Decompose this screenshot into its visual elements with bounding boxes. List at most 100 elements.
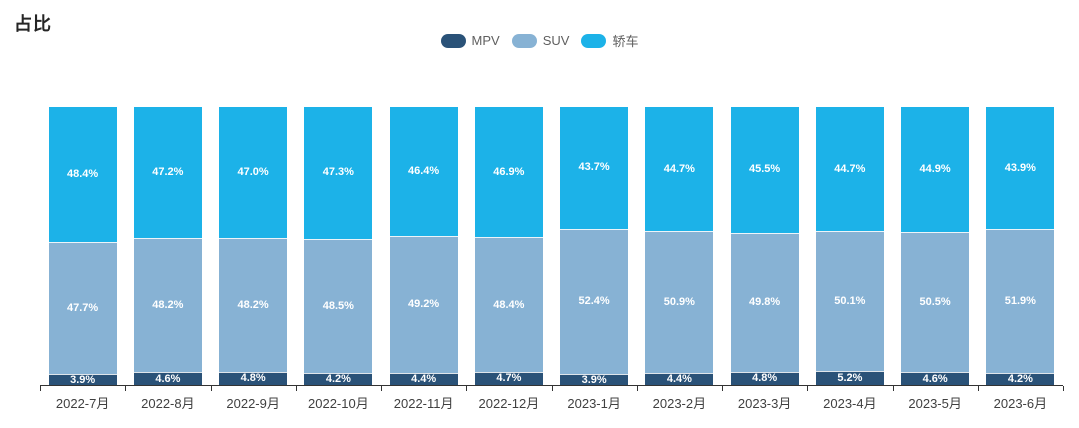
bar-segment-label: 3.9% — [70, 373, 96, 386]
axis-tick — [636, 386, 638, 391]
bar-slot: 46.9% 48.4% 4.7% — [466, 107, 551, 385]
x-axis-label: 2023-3月 — [737, 396, 792, 411]
bar-segment-label: 4.6% — [155, 372, 181, 385]
bar-column-2022-8月[interactable]: 47.2% 48.2% 4.6% — [133, 107, 202, 385]
bar-segment-label: 4.8% — [240, 372, 266, 385]
bar-segment-label: 3.9% — [581, 373, 607, 386]
bar-segment-SUV[interactable]: 48.2% — [219, 237, 288, 372]
x-axis-label: 2022-9月 — [226, 396, 280, 411]
x-axis-label: 2023-1月 — [567, 396, 621, 411]
bar-slot: 43.7% 52.4% 3.9% — [552, 107, 637, 385]
bar-segment-label: 48.2% — [237, 298, 269, 311]
bar-segment-SUV[interactable]: 48.2% — [133, 238, 202, 373]
bar-column-2023-6月[interactable]: 43.9% 51.9% 4.2% — [986, 107, 1055, 386]
legend-label-suv: SUV — [542, 33, 570, 48]
axis-tick — [381, 386, 382, 391]
bar-segment-MPV[interactable]: 4.4% — [389, 372, 458, 385]
bar-segment-MPV[interactable]: 5.2% — [815, 370, 884, 385]
bar-segment-轿车[interactable]: 48.4% — [48, 107, 117, 242]
bar-column-2022-7月[interactable]: 48.4% 47.7% 3.9% — [48, 107, 117, 386]
bar-column-2022-9月[interactable]: 47.0% 48.2% 4.8% — [219, 107, 288, 385]
bar-column-2022-12月[interactable]: 46.9% 48.4% 4.7% — [474, 107, 543, 385]
bar-segment-SUV[interactable]: 48.5% — [304, 238, 373, 374]
bar-slot: 44.9% 50.5% 4.6% — [893, 107, 978, 385]
bar-segment-轿车[interactable]: 46.9% — [474, 107, 543, 238]
x-axis-label: 2022-12月 — [478, 396, 540, 411]
bar-segment-SUV[interactable]: 49.8% — [730, 233, 799, 372]
bar-segment-SUV[interactable]: 47.7% — [48, 241, 117, 375]
x-axis-labels: 2022-7月 2022-8月 2022-9月 2022-10月 2022-11月 202… — [40, 393, 1063, 412]
bar-segment-轿车[interactable]: 43.7% — [560, 107, 629, 229]
legend-swatch-suv-icon — [511, 33, 537, 48]
bar-segment-轿车[interactable]: 47.2% — [133, 107, 202, 239]
bar-segment-label: 48.4% — [493, 298, 525, 311]
bar-segment-label: 44.9% — [919, 162, 951, 175]
x-axis-label: 2023-6月 — [993, 396, 1048, 411]
bar-column-2022-10月[interactable]: 47.3% 48.5% 4.2% — [304, 107, 373, 385]
bar-segment-轿车[interactable]: 47.0% — [219, 107, 288, 238]
bar-segment-label: 48.5% — [322, 299, 354, 312]
legend-item-mpv[interactable]: MPV — [440, 33, 500, 48]
bar-segment-MPV[interactable]: 4.6% — [901, 372, 970, 385]
bar-segment-SUV[interactable]: 48.4% — [474, 237, 543, 372]
bar-segment-label: 48.4% — [67, 167, 99, 180]
bar-segment-label: 4.7% — [496, 372, 522, 385]
bar-segment-轿车[interactable]: 44.7% — [815, 107, 884, 232]
bar-segment-轿车[interactable]: 45.5% — [730, 106, 799, 234]
bar-segment-label: 51.9% — [1004, 295, 1036, 308]
legend-swatch-mpv-icon — [440, 33, 466, 48]
bar-segment-MPV[interactable]: 3.9% — [48, 373, 117, 386]
bar-column-2023-4月[interactable]: 44.7% 50.1% 5.2% — [815, 107, 884, 385]
bar-slot: 43.9% 51.9% 4.2% — [978, 107, 1063, 385]
bar-column-2022-11月[interactable]: 46.4% 49.2% 4.4% — [389, 107, 458, 385]
bar-segment-label: 43.7% — [578, 161, 610, 174]
legend-item-suv[interactable]: SUV — [511, 33, 570, 48]
axis-tick — [977, 386, 979, 391]
bar-column-2023-1月[interactable]: 43.7% 52.4% 3.9% — [560, 107, 629, 386]
bar-slot: 45.5% 49.8% 4.8% — [722, 106, 807, 385]
bar-slot: 47.2% 48.2% 4.6% — [125, 107, 210, 385]
axis-tick — [125, 386, 127, 391]
axis-tick — [40, 386, 41, 391]
bar-segment-label: 4.4% — [411, 372, 437, 385]
bar-segment-SUV[interactable]: 50.5% — [901, 231, 970, 373]
bar-segment-label: 47.7% — [67, 301, 99, 314]
bar-slot: 46.4% 49.2% 4.4% — [381, 107, 466, 385]
bar-segment-轿车[interactable]: 43.9% — [986, 107, 1055, 230]
bar-segment-SUV[interactable]: 52.4% — [560, 228, 629, 375]
bar-segment-label: 44.7% — [834, 162, 866, 175]
bar-segment-MPV[interactable]: 4.2% — [304, 373, 373, 385]
axis-tick — [722, 386, 723, 391]
bar-segment-label: 4.4% — [666, 372, 692, 385]
bar-segment-SUV[interactable]: 51.9% — [986, 229, 1055, 374]
bar-segment-SUV[interactable]: 49.2% — [389, 236, 458, 373]
bar-segment-MPV[interactable]: 4.4% — [645, 372, 714, 385]
bar-segment-SUV[interactable]: 50.1% — [815, 231, 884, 371]
legend-item-sedan[interactable]: 轿车 — [581, 31, 638, 50]
bar-segment-轿车[interactable]: 47.3% — [304, 107, 373, 239]
bar-segment-label: 4.2% — [1007, 373, 1033, 386]
bar-segment-轿车[interactable]: 46.4% — [389, 107, 458, 237]
bar-segment-MPV[interactable]: 4.2% — [986, 373, 1055, 386]
bar-segment-MPV[interactable]: 4.8% — [219, 371, 288, 385]
bar-segment-MPV[interactable]: 4.6% — [133, 372, 202, 385]
bar-column-2023-3月[interactable]: 45.5% 49.8% 4.8% — [730, 106, 799, 385]
bar-segment-轿车[interactable]: 44.7% — [645, 107, 714, 232]
bar-column-2023-5月[interactable]: 44.9% 50.5% 4.6% — [901, 107, 970, 385]
bar-segment-MPV[interactable]: 3.9% — [560, 373, 629, 386]
bar-segment-MPV[interactable]: 4.7% — [474, 371, 543, 385]
bar-segment-label: 43.9% — [1004, 161, 1036, 174]
legend-label-sedan: 轿车 — [612, 34, 639, 49]
legend: MPV SUV 轿车 — [0, 31, 1079, 50]
x-axis-label: 2022-8月 — [141, 396, 195, 411]
axis-tick — [295, 386, 297, 391]
bar-slot: 44.7% 50.1% 5.2% — [807, 107, 892, 385]
bar-segment-SUV[interactable]: 50.9% — [645, 231, 714, 373]
bar-segment-MPV[interactable]: 4.8% — [730, 371, 799, 385]
bar-column-2023-2月[interactable]: 44.7% 50.9% 4.4% — [645, 107, 714, 385]
bar-segment-label: 47.3% — [322, 166, 354, 179]
x-axis-label: 2022-10月 — [308, 396, 369, 411]
bar-segment-轿车[interactable]: 44.9% — [901, 107, 970, 232]
bar-segment-label: 5.2% — [837, 371, 863, 384]
x-axis-label: 2022-11月 — [393, 396, 454, 411]
